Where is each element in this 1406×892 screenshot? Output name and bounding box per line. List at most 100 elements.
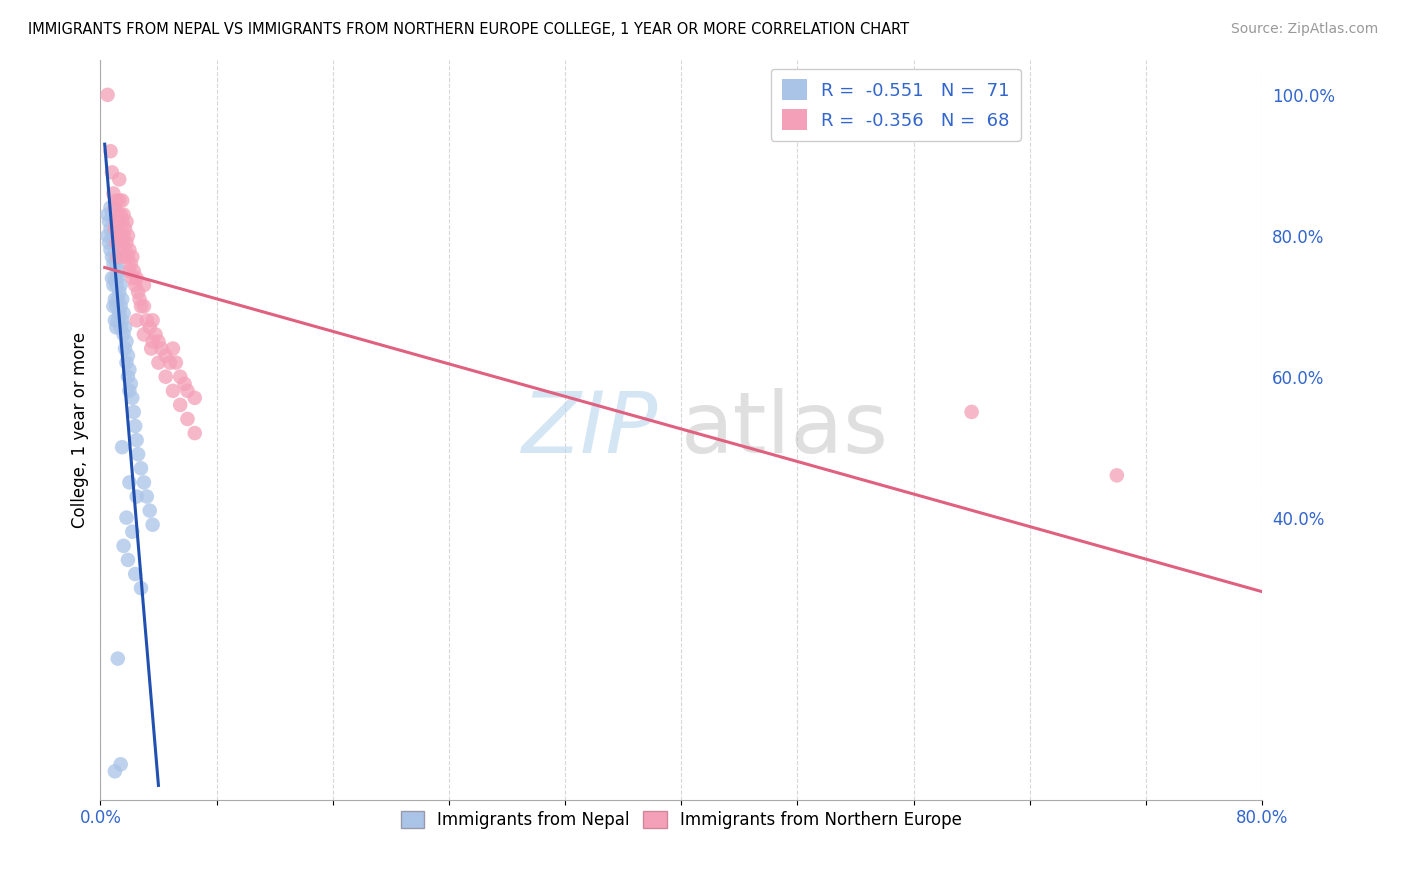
Point <box>107 250 129 264</box>
Point <box>107 228 129 243</box>
Point <box>138 320 160 334</box>
Point <box>127 447 149 461</box>
Point <box>141 342 163 356</box>
Point <box>104 764 127 779</box>
Point <box>98 235 121 250</box>
Point <box>101 271 124 285</box>
Point <box>135 313 157 327</box>
Point <box>101 208 124 222</box>
Point <box>121 271 143 285</box>
Point <box>101 165 124 179</box>
Point <box>115 215 138 229</box>
Point <box>184 426 207 441</box>
Point <box>120 376 142 391</box>
Point <box>110 757 132 772</box>
Point <box>112 306 135 320</box>
Point <box>108 285 131 300</box>
Point <box>105 235 128 250</box>
Point <box>104 221 127 235</box>
Point <box>104 313 127 327</box>
Point <box>121 524 143 539</box>
Point <box>142 334 165 349</box>
Point <box>132 327 155 342</box>
Point <box>122 405 145 419</box>
Point <box>118 362 141 376</box>
Point <box>176 412 198 426</box>
Point <box>111 313 134 327</box>
Point <box>103 299 125 313</box>
Point <box>110 228 132 243</box>
Point <box>148 334 170 349</box>
Point <box>111 215 134 229</box>
Point <box>118 384 141 398</box>
Point <box>117 553 139 567</box>
Point <box>115 510 138 524</box>
Point <box>107 292 129 306</box>
Text: ZIP: ZIP <box>522 388 658 471</box>
Point <box>117 349 139 363</box>
Text: Source: ZipAtlas.com: Source: ZipAtlas.com <box>1230 22 1378 37</box>
Point <box>132 278 155 293</box>
Point <box>118 264 141 278</box>
Point <box>117 369 139 384</box>
Point <box>117 228 139 243</box>
Point <box>145 327 167 342</box>
Point <box>105 278 128 293</box>
Point <box>162 342 184 356</box>
Point <box>169 369 191 384</box>
Point <box>155 369 177 384</box>
Point <box>115 356 138 370</box>
Point <box>105 299 128 313</box>
Point <box>111 235 134 250</box>
Point <box>110 208 132 222</box>
Point <box>125 490 148 504</box>
Point <box>103 186 125 201</box>
Point <box>118 475 141 490</box>
Point <box>105 235 128 250</box>
Point <box>111 440 134 454</box>
Point <box>108 264 131 278</box>
Point <box>169 398 191 412</box>
Point <box>115 235 138 250</box>
Point <box>111 292 134 306</box>
Text: IMMIGRANTS FROM NEPAL VS IMMIGRANTS FROM NORTHERN EUROPE COLLEGE, 1 YEAR OR MORE: IMMIGRANTS FROM NEPAL VS IMMIGRANTS FROM… <box>28 22 910 37</box>
Point <box>101 228 124 243</box>
Point <box>105 194 128 208</box>
Point <box>184 391 207 405</box>
Point <box>132 475 155 490</box>
Point <box>107 208 129 222</box>
Point <box>148 356 170 370</box>
Point <box>110 299 132 313</box>
Point <box>125 313 148 327</box>
Point <box>124 567 146 582</box>
Point <box>104 201 127 215</box>
Point <box>142 517 165 532</box>
Point <box>108 215 131 229</box>
Point <box>124 278 146 293</box>
Point <box>105 257 128 271</box>
Point <box>105 320 128 334</box>
Point <box>125 433 148 447</box>
Point <box>117 250 139 264</box>
Point <box>114 243 136 257</box>
Point <box>104 271 127 285</box>
Point <box>100 145 122 159</box>
Point <box>127 285 149 300</box>
Point <box>100 221 122 235</box>
Point <box>121 250 143 264</box>
Point <box>107 271 129 285</box>
Point <box>142 313 165 327</box>
Point <box>150 342 173 356</box>
Point <box>110 278 132 293</box>
Point <box>97 87 120 102</box>
Point <box>97 228 120 243</box>
Point <box>107 250 129 264</box>
Point <box>108 306 131 320</box>
Point <box>155 349 177 363</box>
Point <box>132 299 155 313</box>
Point <box>960 405 983 419</box>
Point <box>162 384 184 398</box>
Point <box>100 243 122 257</box>
Point <box>129 581 152 595</box>
Point <box>114 342 136 356</box>
